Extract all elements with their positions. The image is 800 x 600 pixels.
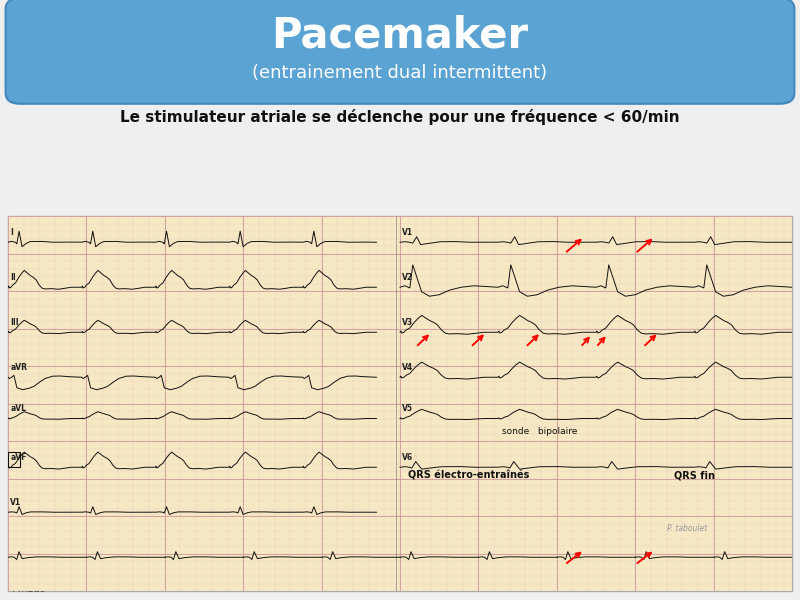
Text: V1: V1: [402, 227, 414, 236]
Text: P. taboulet: P. taboulet: [666, 524, 707, 533]
Text: III: III: [10, 317, 19, 326]
Text: Pm2a9: Pm2a9: [12, 584, 46, 594]
FancyBboxPatch shape: [6, 0, 794, 104]
Text: V6: V6: [402, 452, 414, 461]
Text: aVR: aVR: [10, 362, 27, 371]
Text: V1: V1: [10, 497, 22, 506]
Text: QRS fin: QRS fin: [674, 470, 715, 481]
Text: V5: V5: [402, 404, 414, 413]
Text: QRS électro-entraînés: QRS électro-entraînés: [408, 470, 530, 481]
FancyBboxPatch shape: [8, 216, 792, 591]
Text: V4: V4: [402, 362, 414, 371]
Text: Le stimulateur atriale se déclenche pour une fréquence < 60/min: Le stimulateur atriale se déclenche pour…: [120, 109, 680, 125]
Text: aVF: aVF: [10, 452, 26, 461]
Text: V3: V3: [402, 317, 414, 326]
Text: II: II: [10, 272, 16, 281]
Text: sonde   bipolaire: sonde bipolaire: [502, 427, 578, 436]
Text: Pacemaker: Pacemaker: [271, 15, 529, 57]
Text: I: I: [10, 227, 14, 236]
Text: V2: V2: [402, 272, 414, 281]
Text: (entrainement dual intermittent): (entrainement dual intermittent): [253, 64, 547, 82]
Text: aVL: aVL: [10, 404, 26, 413]
